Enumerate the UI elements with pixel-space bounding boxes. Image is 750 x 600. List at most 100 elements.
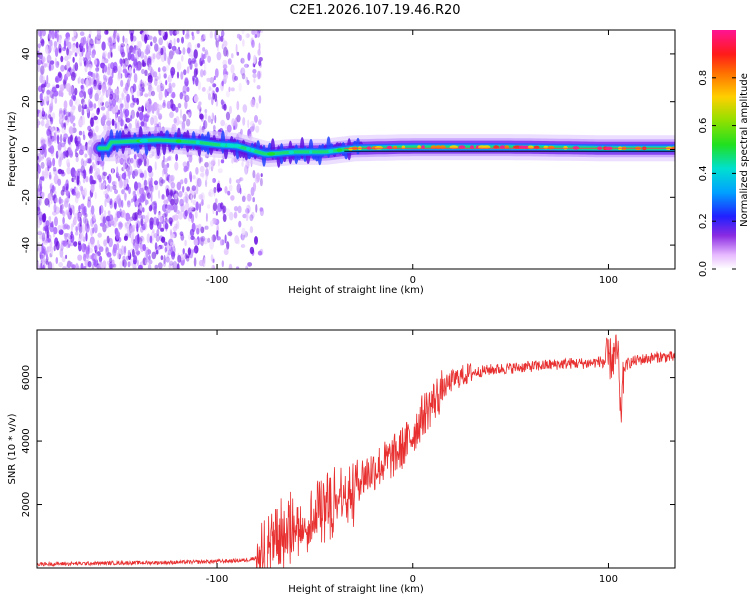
noise-speck [256,85,261,90]
noise-speck [66,260,72,269]
noise-speck [93,59,98,66]
noise-speck [186,66,190,74]
noise-speck [132,83,137,93]
noise-speck [184,94,190,102]
noise-speck [139,172,145,178]
noise-speck [37,206,41,216]
noise-speck [176,71,180,79]
noise-speck [172,261,178,269]
noise-speck [87,98,91,109]
noise-speck [165,79,168,86]
noise-speck [184,209,188,217]
noise-speck [118,179,124,189]
noise-speck [187,111,191,118]
noise-speck [77,170,81,181]
noise-speck [165,188,170,198]
noise-speck [184,100,188,110]
noise-speck [121,172,127,180]
noise-speck [51,262,55,269]
noise-speck [164,158,168,163]
noise-speck [139,236,145,244]
noise-speck [81,172,84,178]
noise-speck [119,119,125,127]
noise-speck [139,89,142,97]
noise-speck [198,259,204,267]
noise-speck [108,214,114,222]
noise-speck [55,257,59,264]
noise-speck [43,63,47,68]
noise-speck [189,206,194,211]
noise-speck [133,57,138,67]
noise-speck [125,165,130,172]
noise-speck [227,190,231,196]
noise-speck [227,58,232,65]
noise-speck [178,211,183,220]
noise-speck [233,206,239,212]
colorbar-tick-label: 0.2 [698,213,709,229]
noise-speck [157,67,161,73]
noise-speck [203,257,206,268]
noise-speck [195,177,200,187]
noise-speck [118,73,122,79]
noise-speck [195,60,198,70]
noise-speck [100,62,106,69]
noise-speck [63,40,67,50]
noise-speck [147,103,153,112]
noise-speck [192,75,195,82]
noise-speck [212,155,216,165]
noise-speck [75,41,79,49]
noise-speck [168,42,172,50]
noise-speck [133,73,138,83]
noise-speck [251,39,255,48]
noise-speck [89,165,93,174]
noise-speck [257,250,263,256]
noise-speck [210,165,214,172]
noise-speck [127,51,132,61]
noise-speck [135,200,139,206]
noise-speck [131,94,135,101]
noise-speck [38,52,43,60]
spectrogram-image [37,30,675,269]
noise-speck [103,74,106,81]
noise-speck [151,114,155,120]
noise-speck [60,189,65,196]
noise-speck [79,51,84,58]
noise-speck [169,263,175,269]
noise-speck [239,187,242,195]
noise-speck [151,201,156,211]
noise-speck [133,153,137,160]
noise-speck [259,177,263,187]
noise-speck [60,239,64,250]
noise-speck [175,153,179,162]
noise-speck [97,232,102,238]
noise-speck [210,159,216,167]
noise-speck [90,117,94,127]
noise-speck [158,80,163,85]
noise-speck [82,177,86,184]
noise-speck [82,216,87,224]
noise-speck [150,41,153,47]
noise-speck [221,104,225,109]
noise-speck [193,257,197,267]
noise-speck [211,178,217,183]
noise-speck [102,113,106,122]
noise-speck [45,220,50,227]
noise-speck [98,246,104,253]
noise-speck [195,184,199,195]
noise-speck [216,33,219,41]
noise-speck [77,213,80,222]
noise-speck [92,215,96,221]
spectrogram-plot: -100 0 100 -40 -20 0 20 40 Height of straight … [7,29,676,296]
noise-speck [42,107,44,115]
noise-speck [79,217,82,227]
noise-speck [212,125,216,131]
noise-speck [202,47,206,52]
noise-speck [245,204,251,214]
noise-speck [191,34,195,41]
noise-speck [83,253,87,262]
noise-speck [65,190,71,197]
noise-speck [134,181,138,191]
noise-speck [210,220,214,227]
noise-speck [42,213,47,223]
noise-speck [49,116,54,125]
